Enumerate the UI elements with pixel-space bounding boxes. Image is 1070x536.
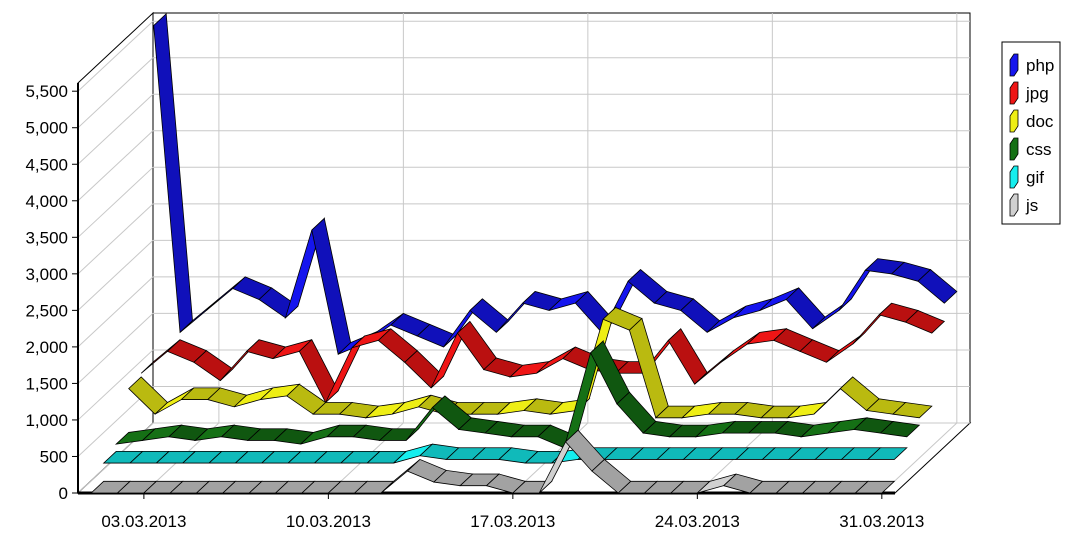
x-tick-label: 03.03.2013	[101, 512, 186, 531]
series-gif	[102, 443, 908, 464]
legend-swatch-gif	[1009, 165, 1019, 189]
y-tick-label: 2,500	[25, 301, 68, 320]
ribbon-segment-php	[917, 269, 958, 304]
x-tick-label: 24.03.2013	[655, 512, 740, 531]
legend: php jpg doc css gif js	[1001, 41, 1061, 225]
gridline-y-side	[77, 349, 154, 421]
y-tick-label: 5,500	[25, 82, 68, 101]
legend-label-jpg: jpg	[1025, 84, 1049, 103]
gridline-y-side	[77, 130, 154, 202]
y-tick-label: 3,500	[25, 228, 68, 247]
y-tick-label: 4,000	[25, 192, 68, 211]
series-doc	[128, 306, 933, 419]
gridline-y-side	[77, 313, 154, 384]
legend-label-gif: gif	[1026, 168, 1044, 187]
legend-label-js: js	[1025, 196, 1038, 215]
ribbon-segment-doc	[892, 402, 933, 419]
legend-swatch-jpg	[1009, 81, 1019, 105]
back-wall	[152, 12, 971, 424]
y-tick-label: 1,000	[25, 411, 68, 430]
ribbon-segment-css	[879, 421, 921, 438]
tick-labels: 0 500 1,000 1,500 2,000 2,500 3,000 3,500 4,000 4…	[25, 82, 924, 531]
gridline-y-side	[77, 276, 154, 348]
gridline-y-side	[77, 20, 154, 92]
gridline-y-side	[77, 166, 154, 238]
ribbon-segment-gif	[866, 447, 908, 460]
ribbon-segment-js	[854, 480, 896, 494]
y-tick-label: 1,500	[25, 374, 68, 393]
legend-label-doc: doc	[1026, 112, 1054, 131]
legend-label-css: css	[1026, 140, 1052, 159]
y-tick-label: 5,000	[25, 119, 68, 138]
legend-swatch-doc	[1009, 109, 1019, 133]
y-tick-label: 4,500	[25, 155, 68, 174]
gridline-y-side	[77, 57, 154, 129]
legend-swatch-js	[1009, 193, 1019, 217]
series-js	[90, 429, 896, 494]
y-tick-label: 2,000	[25, 338, 68, 357]
y-tick-label: 500	[40, 447, 68, 466]
y-tick-label: 0	[59, 484, 68, 503]
y-tick-label: 3,000	[25, 265, 68, 284]
legend-label-php: php	[1026, 56, 1054, 75]
gridline-y-side	[77, 239, 154, 311]
x-tick-label: 17.03.2013	[470, 512, 555, 531]
gridline-y-side	[77, 93, 154, 165]
chart-walls	[76, 11, 972, 495]
series-ribbons	[90, 13, 958, 494]
series-css	[114, 339, 921, 450]
legend-swatch-php	[1009, 53, 1019, 77]
gridline-y-side	[77, 203, 154, 275]
x-tick-label: 10.03.2013	[286, 512, 371, 531]
x-tick-label: 31.03.2013	[839, 512, 924, 531]
ribbon-segment-jpg	[904, 310, 946, 334]
legend-swatch-css	[1009, 137, 1019, 161]
